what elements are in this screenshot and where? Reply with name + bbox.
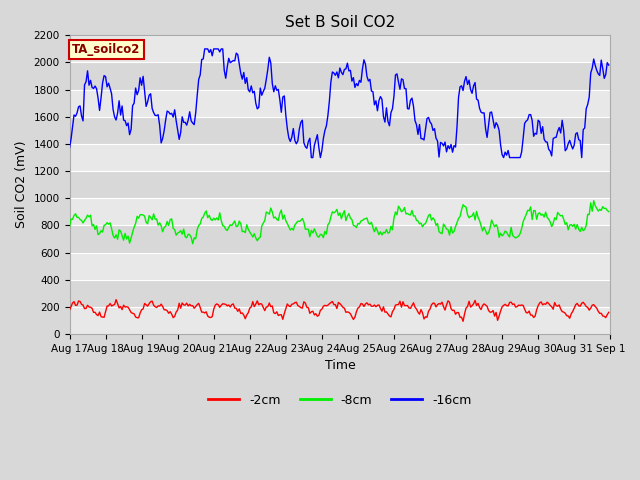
Bar: [70, 226, 611, 252]
Bar: [70, 62, 611, 90]
Bar: [70, 117, 611, 144]
Y-axis label: Soil CO2 (mV): Soil CO2 (mV): [15, 141, 28, 228]
Bar: [70, 171, 611, 198]
Bar: [70, 144, 611, 171]
X-axis label: Time: Time: [324, 360, 355, 372]
Title: Set B Soil CO2: Set B Soil CO2: [285, 15, 395, 30]
Bar: [70, 252, 611, 280]
Bar: [70, 307, 611, 334]
Bar: [70, 280, 611, 307]
Legend: -2cm, -8cm, -16cm: -2cm, -8cm, -16cm: [203, 389, 477, 411]
Bar: [70, 198, 611, 226]
Text: TA_soilco2: TA_soilco2: [72, 43, 141, 56]
Bar: [70, 90, 611, 117]
Bar: [70, 36, 611, 62]
